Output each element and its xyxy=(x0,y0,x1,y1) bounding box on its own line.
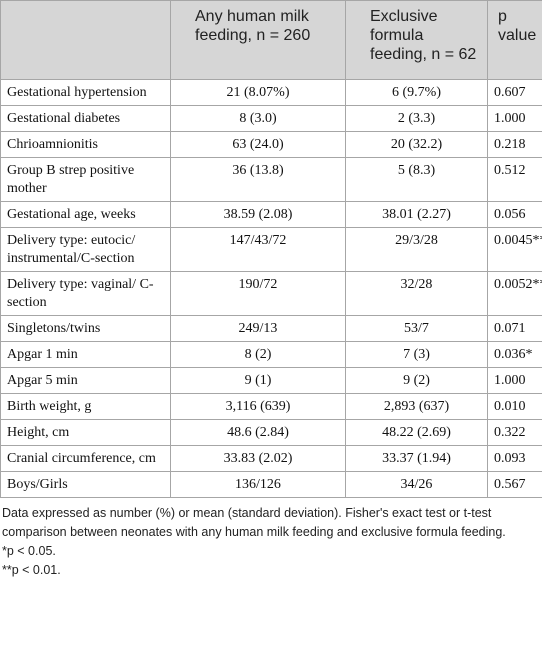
cell: 8 (2) xyxy=(170,341,346,368)
cell: 7 (3) xyxy=(345,341,488,368)
table-body: Gestational hypertension 21 (8.07%) 6 (9.7… xyxy=(0,79,542,498)
cell: 8 (3.0) xyxy=(170,105,346,132)
cell: 34/26 xyxy=(345,471,488,498)
row-label: Singletons/twins xyxy=(0,315,171,342)
cell: 38.59 (2.08) xyxy=(170,201,346,228)
cell: 5 (8.3) xyxy=(345,157,488,202)
cell: 63 (24.0) xyxy=(170,131,346,158)
table-row: Group B strep positive mother 36 (13.8) 5 … xyxy=(0,157,542,202)
footnote: *p < 0.05. xyxy=(2,544,56,558)
table-row: Gestational age, weeks 38.59 (2.08) 38.01 … xyxy=(0,201,542,228)
header-empty xyxy=(0,0,171,80)
cell: 9 (1) xyxy=(170,367,346,394)
table-row: Gestational hypertension 21 (8.07%) 6 (9.7… xyxy=(0,79,542,106)
cell: 32/28 xyxy=(345,271,488,316)
cell: 249/13 xyxy=(170,315,346,342)
footnote: **p < 0.01. xyxy=(2,563,61,577)
cell: 147/43/72 xyxy=(170,227,346,272)
row-label: Gestational hypertension xyxy=(0,79,171,106)
header-cell: Exclusive formula feeding, n = 62 xyxy=(345,0,488,80)
row-label: Apgar 5 min xyxy=(0,367,171,394)
cell: 0.056 xyxy=(487,201,542,228)
row-label: Delivery type: eutocic/ instrumental/C-s… xyxy=(0,227,171,272)
cell: 53/7 xyxy=(345,315,488,342)
table-row: Gestational diabetes 8 (3.0) 2 (3.3) 1.000 xyxy=(0,105,542,132)
cell: 0.607 xyxy=(487,79,542,106)
table-row: Apgar 5 min 9 (1) 9 (2) 1.000 xyxy=(0,367,542,394)
cell: 33.83 (2.02) xyxy=(170,445,346,472)
cell: 9 (2) xyxy=(345,367,488,394)
row-label: Delivery type: vaginal/ C-section xyxy=(0,271,171,316)
cell: 29/3/28 xyxy=(345,227,488,272)
cell: 21 (8.07%) xyxy=(170,79,346,106)
table-row: Boys/Girls 136/126 34/26 0.567 xyxy=(0,471,542,498)
footnote: Data expressed as number (%) or mean (st… xyxy=(2,506,506,539)
table-row: Cranial circumference, cm 33.83 (2.02) 33.… xyxy=(0,445,542,472)
cell: 3,116 (639) xyxy=(170,393,346,420)
cell: 20 (32.2) xyxy=(345,131,488,158)
cell: 48.6 (2.84) xyxy=(170,419,346,446)
cell: 0.218 xyxy=(487,131,542,158)
row-label: Apgar 1 min xyxy=(0,341,171,368)
cell: 0.036* xyxy=(487,341,542,368)
footnotes: Data expressed as number (%) or mean (st… xyxy=(0,498,542,580)
header-cell: Any human milk feeding, n = 260 xyxy=(170,0,346,80)
cell: 38.01 (2.27) xyxy=(345,201,488,228)
cell: 0.322 xyxy=(487,419,542,446)
row-label: Cranial circumference, cm xyxy=(0,445,171,472)
row-label: Height, cm xyxy=(0,419,171,446)
row-label: Gestational age, weeks xyxy=(0,201,171,228)
row-label: Gestational diabetes xyxy=(0,105,171,132)
table-row: Birth weight, g 3,116 (639) 2,893 (637) 0.0… xyxy=(0,393,542,420)
cell: 0.512 xyxy=(487,157,542,202)
header-row: Any human milk feeding, n = 260 Exclusive… xyxy=(0,0,542,80)
cell: 48.22 (2.69) xyxy=(345,419,488,446)
row-label: Group B strep positive mother xyxy=(0,157,171,202)
cell: 2,893 (637) xyxy=(345,393,488,420)
header-cell: p value xyxy=(487,0,542,80)
row-label: Chrioamnionitis xyxy=(0,131,171,158)
cell: 1.000 xyxy=(487,105,542,132)
table-row: Height, cm 48.6 (2.84) 48.22 (2.69) 0.322 xyxy=(0,419,542,446)
cell: 0.567 xyxy=(487,471,542,498)
table-row: Delivery type: vaginal/ C-section 190/72 3… xyxy=(0,271,542,316)
cell: 6 (9.7%) xyxy=(345,79,488,106)
cell: 33.37 (1.94) xyxy=(345,445,488,472)
row-label: Birth weight, g xyxy=(0,393,171,420)
row-label: Boys/Girls xyxy=(0,471,171,498)
table-row: Apgar 1 min 8 (2) 7 (3) 0.036* xyxy=(0,341,542,368)
cell: 36 (13.8) xyxy=(170,157,346,202)
cell: 1.000 xyxy=(487,367,542,394)
table-row: Chrioamnionitis 63 (24.0) 20 (32.2) 0.218 xyxy=(0,131,542,158)
cell: 190/72 xyxy=(170,271,346,316)
cell: 136/126 xyxy=(170,471,346,498)
cell: 0.0052** xyxy=(487,271,542,316)
data-table: Any human milk feeding, n = 260 Exclusive… xyxy=(0,0,542,498)
cell: 0.0045** xyxy=(487,227,542,272)
cell: 0.093 xyxy=(487,445,542,472)
cell: 2 (3.3) xyxy=(345,105,488,132)
table-row: Delivery type: eutocic/ instrumental/C-s… xyxy=(0,227,542,272)
table-row: Singletons/twins 249/13 53/7 0.071 xyxy=(0,315,542,342)
cell: 0.010 xyxy=(487,393,542,420)
cell: 0.071 xyxy=(487,315,542,342)
